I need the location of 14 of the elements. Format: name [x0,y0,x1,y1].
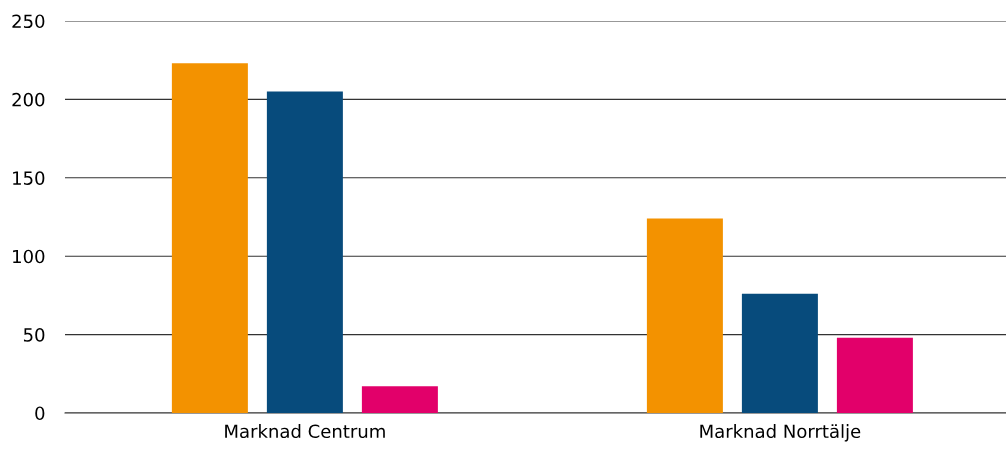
y-tick-label: 250 [12,14,45,29]
y-tick-label: 150 [13,171,45,185]
y-tick-label: 0 [35,406,45,421]
bar [171,63,248,413]
x-tick-label: Marknad Centrum [225,424,385,439]
y-tick-label: 100 [13,249,45,264]
y-tick-label: 50 [23,328,45,342]
y-tick-label: 200 [12,92,45,107]
bar [646,218,723,413]
bar [266,91,343,413]
x-tick-label: Marknad Norrtälje [700,424,861,442]
bar [361,386,438,413]
bar [836,337,913,413]
bar [741,293,818,413]
